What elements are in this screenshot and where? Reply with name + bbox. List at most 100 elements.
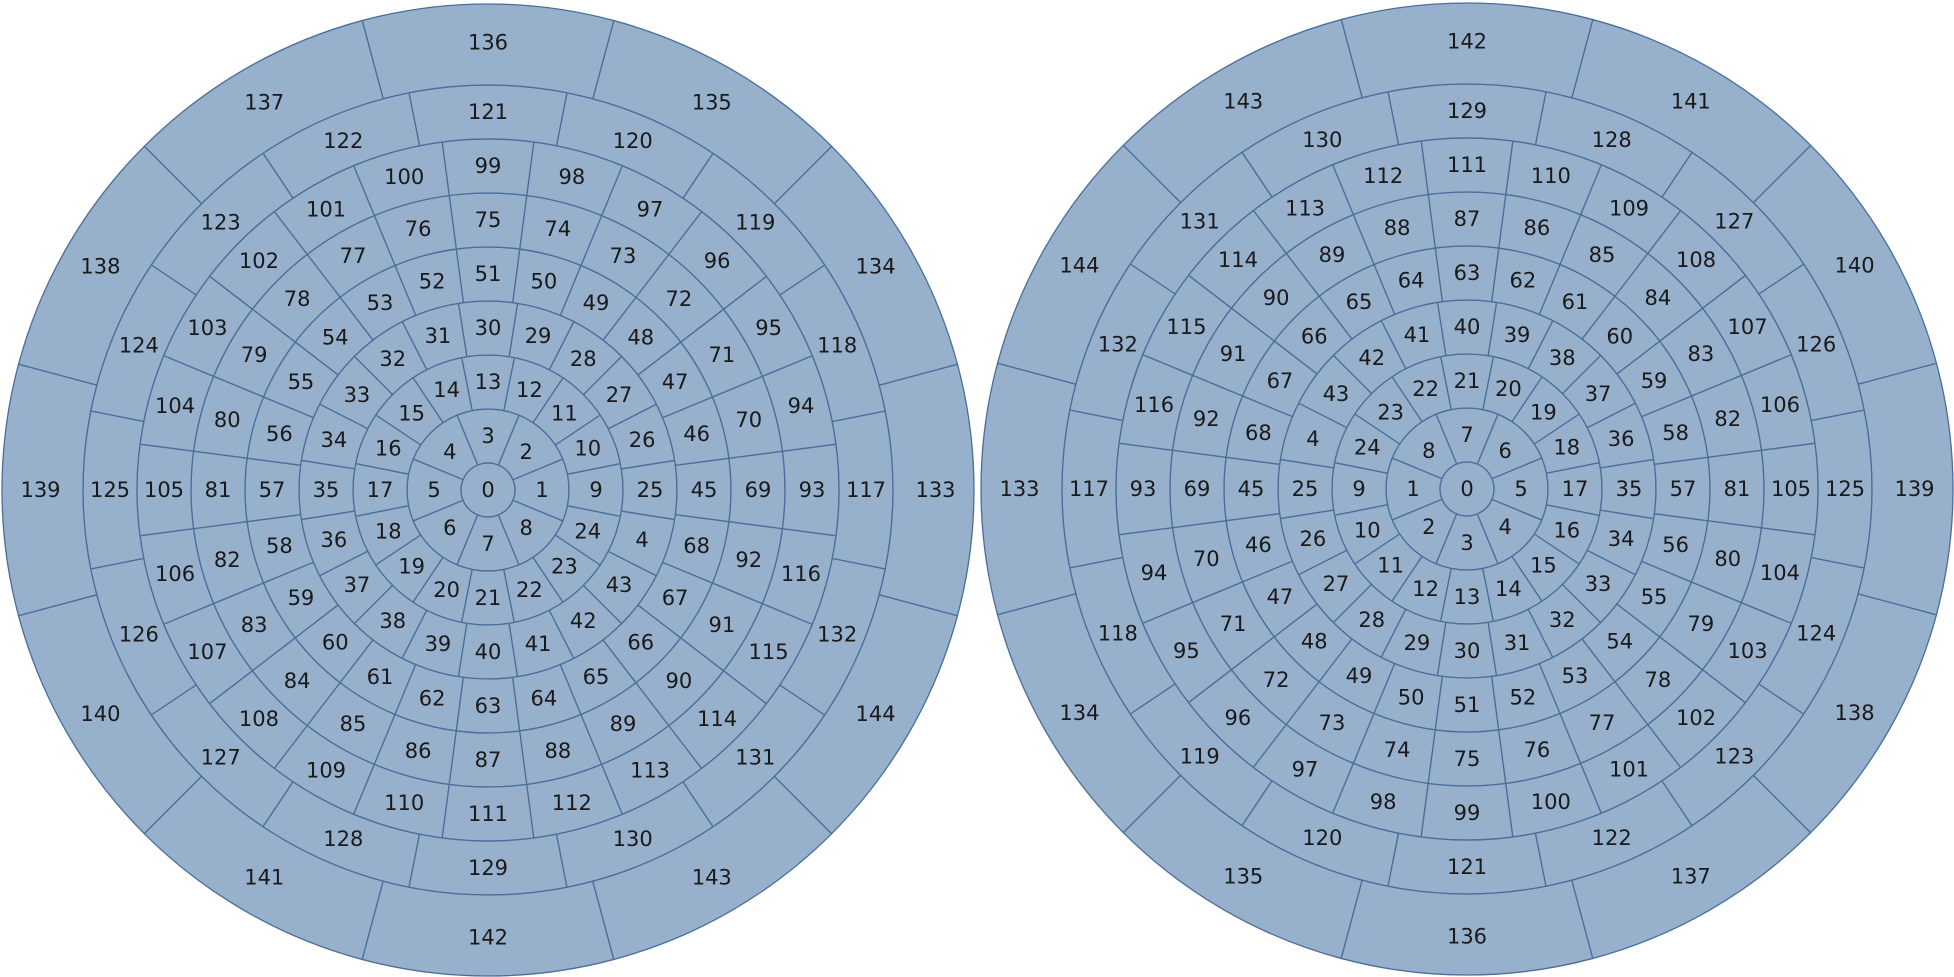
cell-label: 109 [1609, 196, 1649, 220]
cell-label: 41 [1404, 323, 1431, 347]
cell-label: 94 [788, 394, 815, 418]
cell-label: 100 [384, 165, 424, 189]
cell-label: 136 [468, 31, 508, 55]
cell-label: 58 [266, 534, 293, 558]
cell-label: 97 [637, 197, 664, 221]
cell-label: 131 [1180, 210, 1220, 234]
cell-label: 59 [1641, 369, 1668, 393]
cell-label: 22 [1412, 377, 1439, 401]
cell-label: 111 [468, 802, 508, 826]
cell-label: 88 [545, 739, 572, 763]
cell-label: 9 [589, 478, 602, 502]
cell-label: 20 [1495, 377, 1522, 401]
cell-label: 28 [570, 347, 597, 371]
cell-label: 53 [1562, 664, 1589, 688]
cell-label: 83 [1687, 342, 1714, 366]
cell-label: 141 [1671, 89, 1711, 113]
cell-label: 13 [475, 370, 502, 394]
cell-label: 34 [1608, 527, 1635, 551]
cell-label: 38 [1549, 346, 1576, 370]
cell-label: 133 [915, 478, 955, 502]
cell-label: 106 [1760, 393, 1800, 417]
cell-label: 125 [1825, 477, 1865, 501]
cell-label: 17 [367, 478, 394, 502]
cell-label: 39 [1504, 323, 1531, 347]
cell-label: 75 [475, 208, 502, 232]
cell-label: 14 [1495, 577, 1522, 601]
cell-label: 110 [1531, 164, 1571, 188]
cell-label: 137 [1671, 865, 1711, 889]
cell-label: 116 [781, 562, 821, 586]
cell-label: 122 [323, 129, 363, 153]
cell-label: 18 [1553, 436, 1580, 460]
cell-label: 23 [1377, 401, 1404, 425]
cell-label: 26 [1300, 527, 1327, 551]
cell-label: 76 [1524, 738, 1551, 762]
cell-label: 40 [1454, 315, 1481, 339]
cell-label: 21 [475, 586, 502, 610]
cell-label: 126 [1796, 332, 1836, 356]
cell-label: 12 [516, 378, 543, 402]
cell-label: 89 [610, 712, 637, 736]
cell-label: 70 [1193, 547, 1220, 571]
cell-label: 120 [1302, 826, 1342, 850]
cell [996, 144, 1182, 385]
cell-label: 43 [606, 573, 633, 597]
cell-label: 1 [535, 478, 548, 502]
cell-label: 114 [697, 707, 737, 731]
cell-label: 52 [419, 269, 446, 293]
cell-label: 144 [1059, 253, 1099, 277]
cell-label: 19 [1530, 401, 1557, 425]
cell-label: 27 [606, 383, 633, 407]
cell-label: 27 [1323, 572, 1350, 596]
cell-label: 129 [468, 856, 508, 880]
cell-label: 36 [1608, 427, 1635, 451]
cell-label: 143 [692, 866, 732, 890]
cell-label: 114 [1218, 248, 1258, 272]
cell-label: 72 [1263, 668, 1290, 692]
cell-label: 82 [214, 548, 241, 572]
cell-label: 64 [1398, 268, 1425, 292]
cell-label: 128 [1592, 128, 1632, 152]
cell-label: 91 [1220, 342, 1247, 366]
cell-label: 56 [266, 422, 293, 446]
cell-label: 49 [1346, 664, 1373, 688]
cell-label: 139 [1894, 477, 1934, 501]
cell-label: 87 [1454, 207, 1481, 231]
cell-label: 20 [433, 578, 460, 602]
cell-label: 54 [1606, 630, 1633, 654]
cell-label: 119 [735, 211, 775, 235]
cell-label: 130 [613, 827, 653, 851]
cell-label: 24 [1354, 436, 1381, 460]
cell-label: 118 [1098, 622, 1138, 646]
cell-label: 130 [1302, 128, 1342, 152]
cell-label: 98 [1370, 790, 1397, 814]
cell-label: 23 [551, 554, 578, 578]
cell-label: 94 [1141, 561, 1168, 585]
cell-label: 52 [1510, 686, 1537, 710]
cell-label: 127 [1714, 210, 1754, 234]
cell-label: 82 [1714, 407, 1741, 431]
cell-label: 55 [1641, 585, 1668, 609]
cell-label: 98 [558, 165, 585, 189]
cell-label: 32 [379, 347, 406, 371]
cell-label: 61 [1562, 290, 1589, 314]
cell-label: 25 [1292, 477, 1319, 501]
cell-label: 1 [1406, 477, 1419, 501]
cell-label: 18 [375, 519, 402, 543]
cell-label: 81 [1724, 477, 1751, 501]
cell-label: 121 [1447, 855, 1487, 879]
cell-label: 5 [1514, 477, 1527, 501]
cell-label: 60 [322, 631, 349, 655]
cell-label: 90 [666, 669, 693, 693]
cell-label: 115 [749, 640, 789, 664]
cell-label: 45 [1238, 477, 1265, 501]
cell-label: 65 [583, 665, 610, 689]
cell-label: 109 [306, 759, 346, 783]
cell-label: 46 [683, 422, 710, 446]
cell-label: 142 [468, 926, 508, 950]
cell-label: 103 [1728, 639, 1768, 663]
cell-label: 4 [1306, 427, 1319, 451]
cell-label: 87 [475, 748, 502, 772]
cell-label: 123 [1714, 744, 1754, 768]
